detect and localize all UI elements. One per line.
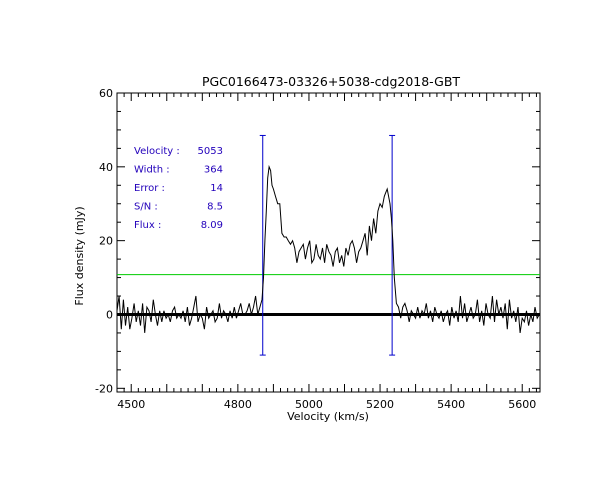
axes-layer: 4500 4800 5000 5200 5400 5600 -20 0 20 40 60 <box>95 87 541 411</box>
stat-value: 5053 <box>198 146 223 157</box>
y-axis-label: Flux density (mJy) <box>73 206 86 305</box>
x-tick-label: 4500 <box>117 398 145 411</box>
x-tick-label: 5600 <box>508 398 536 411</box>
reference-lines-layer <box>117 134 540 356</box>
data-layer <box>116 164 540 333</box>
x-tick-label: 5200 <box>366 398 394 411</box>
stat-value: 14 <box>210 183 223 194</box>
x-tick-label: 5400 <box>437 398 465 411</box>
y-tick-label: 0 <box>106 308 113 321</box>
x-tick-label: 4800 <box>224 398 252 411</box>
plot-frame <box>116 92 541 393</box>
stat-label: S/N : <box>134 202 158 213</box>
stat-label: Width : <box>134 165 170 176</box>
stat-label: Error : <box>134 183 165 194</box>
y-tick-label: 60 <box>99 87 113 100</box>
x-axis-label: Velocity (km/s) <box>287 410 369 423</box>
stats-annotation: Velocity : 5053 Width : 364 Error : 14 S/N : 8.… <box>134 146 223 231</box>
spectrum-line <box>116 164 540 333</box>
stat-value: 8.5 <box>207 202 223 213</box>
y-tick-label: -20 <box>95 382 113 395</box>
x-tick-label: 5000 <box>295 398 323 411</box>
stat-value: 364 <box>204 165 223 176</box>
y-tick-label: 20 <box>99 235 113 248</box>
stat-value: 8.09 <box>201 220 223 231</box>
y-tick-label: 40 <box>99 161 113 174</box>
stat-label: Flux : <box>134 220 161 231</box>
stat-label: Velocity : <box>134 146 180 157</box>
chart-title: PGC0166473-03326+5038-cdg2018-GBT <box>202 74 460 89</box>
